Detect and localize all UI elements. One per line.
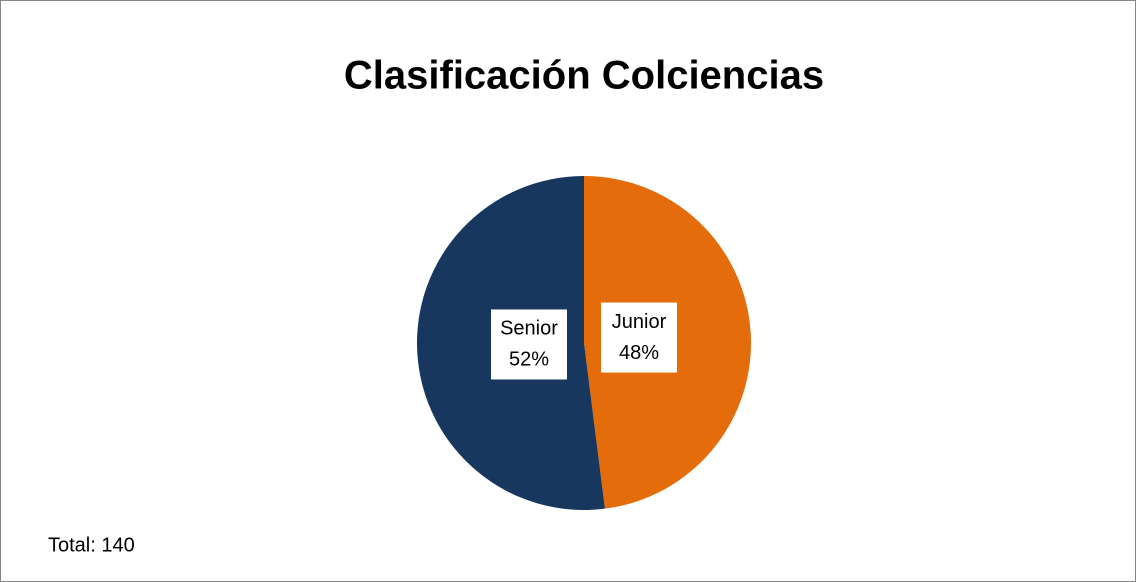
label-box [601, 302, 678, 373]
chart-title: Clasificación Colciencias [344, 54, 824, 98]
category-label: Junior [612, 311, 667, 333]
category-label: Senior [500, 318, 558, 340]
value-label: 48% [619, 342, 659, 364]
value-label: 52% [509, 349, 549, 371]
label-box [490, 309, 567, 380]
annotation: Total: 140 [48, 534, 135, 556]
